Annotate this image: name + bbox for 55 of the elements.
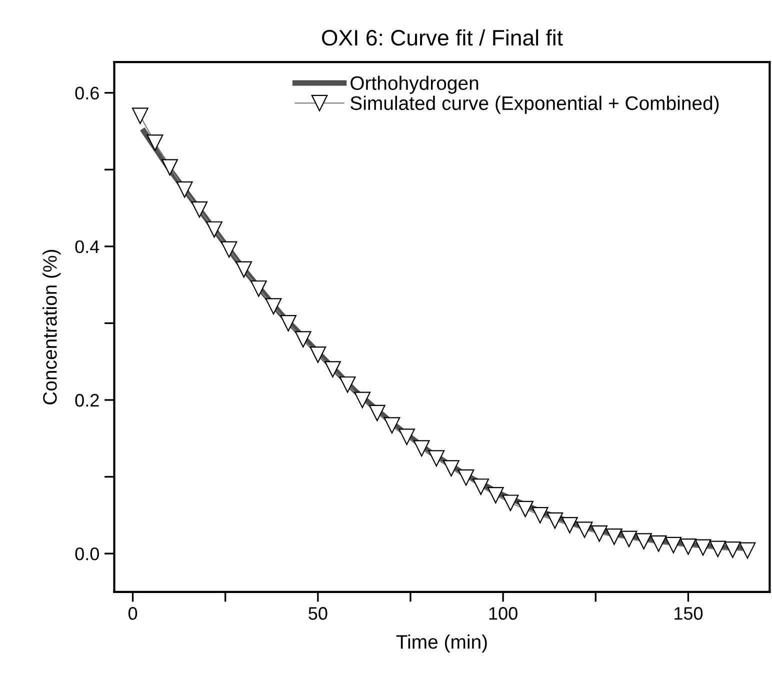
point	[236, 261, 252, 278]
point	[724, 542, 741, 558]
point	[710, 540, 726, 558]
y-axis-title: Concentration (%)	[42, 250, 61, 404]
y-tick-label: 0.0	[75, 548, 99, 560]
point	[310, 346, 326, 363]
point	[517, 500, 534, 518]
point	[591, 525, 608, 542]
point	[265, 298, 282, 314]
point	[428, 450, 445, 467]
point	[694, 539, 712, 556]
x-tick-label: 100	[489, 607, 518, 620]
x-axis-title: Time (min)	[396, 634, 487, 653]
point	[324, 361, 341, 378]
point	[206, 221, 222, 238]
point	[368, 404, 386, 422]
point	[620, 530, 638, 548]
point	[650, 535, 667, 552]
point	[739, 542, 756, 559]
point	[546, 512, 564, 529]
point	[162, 159, 178, 176]
legend-label: Simulated curve (Exponential + Combined)	[350, 96, 719, 114]
y-tick-label: 0.2	[75, 394, 99, 407]
point	[665, 536, 682, 554]
point	[398, 428, 415, 446]
point	[680, 538, 696, 555]
point	[472, 478, 490, 495]
point	[250, 280, 267, 297]
chart-title: OXI 6: Curve fit / Final fit	[322, 29, 563, 46]
y-tick-label: 0.4	[75, 240, 100, 254]
point	[443, 460, 460, 477]
point	[458, 469, 474, 486]
point	[146, 134, 164, 151]
point	[280, 315, 296, 332]
x-tick-label: 150	[674, 607, 703, 620]
point	[339, 376, 356, 393]
point	[413, 440, 430, 457]
point	[562, 516, 578, 534]
point	[132, 108, 148, 124]
point	[354, 392, 371, 408]
point	[636, 533, 652, 550]
legend-label: Orthohydrogen	[350, 76, 478, 94]
x-tick-label: 0	[128, 607, 138, 620]
point	[191, 201, 208, 218]
x-tick-label: 50	[308, 607, 328, 620]
point	[487, 487, 504, 504]
point	[384, 417, 400, 434]
point	[176, 181, 193, 198]
point	[532, 506, 548, 524]
y-tick-label: 0.6	[75, 86, 99, 100]
point	[606, 528, 622, 545]
point	[502, 494, 519, 512]
point	[294, 331, 312, 348]
point	[576, 522, 593, 538]
point	[220, 241, 238, 258]
